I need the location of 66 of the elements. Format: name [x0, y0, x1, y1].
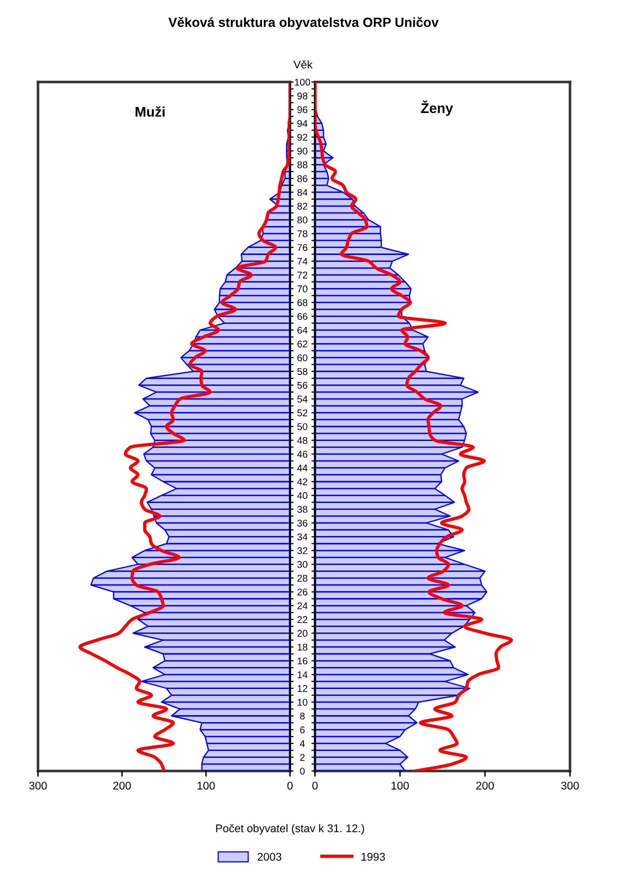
y-tick-label: 100: [294, 78, 310, 86]
x-tick-label: 0: [312, 782, 318, 790]
y-tick-label: 62: [297, 340, 308, 348]
y-tick-label: 50: [297, 423, 308, 430]
y-tick-label: 90: [297, 148, 308, 155]
annotation: Ženy: [421, 100, 454, 116]
y-axis-title: Věk: [293, 60, 313, 68]
y-tick-label: 8: [300, 712, 305, 720]
y-tick-label: 96: [297, 106, 308, 114]
y-tick-label: 60: [297, 354, 308, 362]
x-tick-label: 300: [29, 782, 47, 790]
y-tick-label: 4: [300, 740, 305, 747]
y-tick-label: 86: [297, 175, 308, 182]
y-tick-label: 28: [297, 574, 308, 582]
y-tick-label: 20: [297, 630, 308, 637]
y-tick-label: 78: [297, 230, 308, 238]
x-tick-label: 200: [476, 782, 494, 790]
y-tick-label: 10: [298, 698, 308, 706]
y-tick-label: 92: [297, 134, 308, 141]
y-tick-label: 88: [297, 161, 308, 168]
y-tick-label: 26: [297, 588, 308, 596]
y-tick-label: 34: [297, 533, 308, 540]
y-tick-label: 84: [297, 188, 308, 196]
y-tick-label: 74: [297, 258, 308, 265]
x-tick-label: 100: [198, 782, 215, 790]
y-tick-label: 64: [297, 326, 308, 334]
y-tick-label: 82: [297, 202, 308, 210]
y-tick-label: 22: [297, 616, 308, 623]
y-tick-label: 6: [300, 726, 305, 734]
x-tick-label: 200: [113, 782, 131, 790]
y-tick-label: 76: [297, 244, 308, 251]
y-tick-label: 70: [297, 285, 308, 292]
y-tick-label: 14: [298, 671, 308, 678]
y-tick-label: 0: [300, 768, 305, 775]
annotation: Muži: [136, 106, 165, 117]
y-tick-label: 48: [297, 437, 308, 444]
y-tick-label: 12: [298, 685, 308, 692]
x-tick-label: 100: [392, 782, 409, 790]
legend-label: 2003: [258, 852, 282, 861]
y-tick-label: 30: [297, 561, 308, 568]
y-tick-label: 18: [298, 644, 308, 651]
y-tick-label: 52: [297, 409, 308, 416]
y-tick-label: 24: [297, 602, 308, 610]
y-tick-label: 94: [297, 120, 308, 127]
y-tick-label: 66: [297, 312, 308, 320]
y-tick-label: 38: [297, 506, 308, 513]
y-tick-label: 68: [297, 299, 308, 306]
y-tick-label: 16: [298, 657, 308, 664]
y-tick-label: 54: [297, 396, 308, 403]
x-tick-label: 0: [287, 782, 293, 790]
y-tick-label: 36: [297, 520, 308, 527]
y-tick-label: 72: [297, 272, 308, 278]
y-tick-label: 58: [297, 368, 308, 375]
x-axis-title: Počet obyvatel (stav k 31. 12.): [216, 824, 364, 834]
y-tick-label: 42: [297, 478, 308, 486]
y-tick-label: 32: [297, 547, 308, 554]
x-tick-label: 300: [561, 782, 579, 790]
y-tick-label: 80: [297, 216, 308, 224]
y-tick-label: 40: [297, 492, 308, 500]
y-tick-label: 56: [297, 382, 308, 389]
legend-label: 1993: [362, 852, 385, 861]
chart-title: Věková struktura obyvatelstva ORP Uničov: [168, 17, 439, 30]
y-tick-label: 2: [300, 754, 305, 761]
y-tick-label: 46: [297, 450, 308, 458]
y-tick-label: 44: [297, 464, 308, 472]
y-tick-label: 98: [297, 92, 308, 100]
